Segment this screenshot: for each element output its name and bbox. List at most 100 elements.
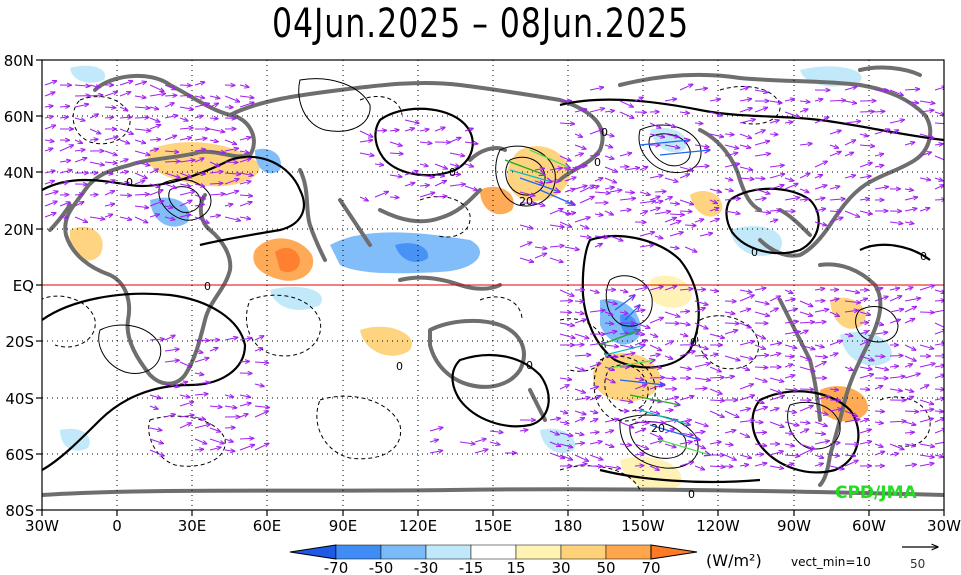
flux-vector: [119, 117, 132, 118]
flux-vector: [844, 175, 856, 178]
flux-vector: [149, 190, 163, 196]
flux-vector: [829, 311, 839, 316]
flux-vector: [654, 211, 671, 215]
flux-vector: [934, 411, 944, 412]
flux-vector: [149, 84, 164, 91]
flux-vector: [649, 334, 658, 337]
flux-vector: [724, 444, 733, 445]
flux-vector: [574, 388, 585, 393]
flux-vector: [669, 203, 679, 204]
flux-vector: [534, 168, 544, 170]
flux-vector: [589, 129, 603, 135]
flux-vector: [194, 449, 204, 450]
flux-vector: [784, 356, 794, 357]
lat-label: 20S: [5, 333, 34, 351]
flux-vector: [429, 440, 438, 442]
flux-vector: [239, 395, 251, 397]
flux-vector: [239, 338, 252, 340]
flux-vector: [134, 96, 146, 98]
flux-vector: [694, 308, 705, 313]
flux-vector: [419, 185, 429, 186]
flux-vector: [919, 133, 934, 138]
lon-label: 180: [554, 517, 583, 535]
flux-vector: [179, 200, 192, 207]
flux-vector: [59, 160, 71, 162]
flux-vector: [404, 171, 418, 176]
flux-vector: [649, 432, 662, 439]
flux-vector: [164, 135, 177, 141]
flux-vector: [89, 139, 98, 140]
flux-vector: [934, 185, 944, 190]
flux-vector: [604, 430, 614, 433]
flux-vector: [559, 422, 569, 423]
flux-vector: [389, 130, 399, 131]
flux-vector: [724, 153, 738, 157]
flux-vector: [164, 383, 179, 387]
colorbar-segment: [380, 544, 427, 560]
flux-vector: [74, 202, 84, 207]
contour-label: 0: [396, 360, 403, 373]
flux-vector: [654, 191, 666, 192]
flux-vector: [904, 355, 916, 361]
flux-vector: [934, 122, 944, 125]
flux-vector: [919, 399, 934, 404]
flux-vector: [104, 150, 117, 155]
flux-vector: [179, 402, 194, 407]
flux-vector: [694, 344, 708, 349]
flux-vector: [574, 464, 587, 466]
flux-vector: [694, 355, 707, 356]
flux-vector: [619, 421, 634, 428]
flux-vector: [709, 200, 717, 204]
flux-vector: [754, 154, 770, 156]
flux-vector: [134, 107, 150, 108]
flux-vector: [574, 410, 586, 415]
flux-vector: [359, 130, 373, 137]
flux-vector: [919, 285, 935, 291]
flux-vector: [134, 139, 146, 143]
flux-vector: [904, 298, 921, 302]
flux-vector: [634, 466, 644, 467]
flux-vector: [634, 443, 649, 449]
latitude-labels: 80N 60N 40N 20N EQ 20S 40S 60S 80S: [4, 52, 34, 520]
flux-vector: [769, 308, 778, 313]
flux-vector: [754, 355, 769, 356]
flux-vector: [589, 343, 606, 345]
flux-vector: [434, 127, 445, 132]
flux-vector: [574, 109, 587, 113]
lon-label: 30W: [927, 517, 961, 535]
flux-vector: [709, 442, 721, 444]
flux-vector: [224, 428, 235, 429]
lon-label: 30W: [25, 517, 59, 535]
flux-vector: [649, 122, 661, 128]
flux-vector: [739, 290, 752, 292]
flux-vector: [904, 89, 920, 90]
flux-vector: [679, 112, 689, 113]
flux-vector: [619, 312, 628, 314]
flux-vector: [574, 433, 584, 435]
flux-vector: [404, 183, 415, 187]
flux-vector: [814, 209, 826, 211]
flux-vector: [859, 134, 868, 136]
flux-vector: [104, 117, 114, 118]
flux-vector: [149, 139, 161, 140]
flux-vector: [859, 199, 870, 201]
contour-label: 0: [126, 176, 133, 189]
flux-vector: [224, 173, 241, 174]
flux-vector: [589, 290, 599, 293]
flux-vector: [179, 118, 188, 121]
flux-vector: [134, 180, 145, 185]
flux-vector: [889, 389, 902, 391]
flux-vector: [559, 312, 572, 313]
flux-vector: [814, 433, 826, 434]
flux-vector: [814, 345, 824, 347]
flux-vector: [694, 378, 711, 380]
colorbar-tick: -30: [414, 559, 439, 575]
flux-vector: [104, 204, 115, 206]
flux-vector: [814, 356, 827, 357]
colorbar-segment: [425, 544, 472, 560]
flux-vector: [904, 389, 914, 392]
flux-vector: [664, 443, 676, 447]
flux-vector: [724, 355, 740, 361]
flux-vector: [559, 333, 575, 338]
flux-vector: [179, 137, 192, 140]
